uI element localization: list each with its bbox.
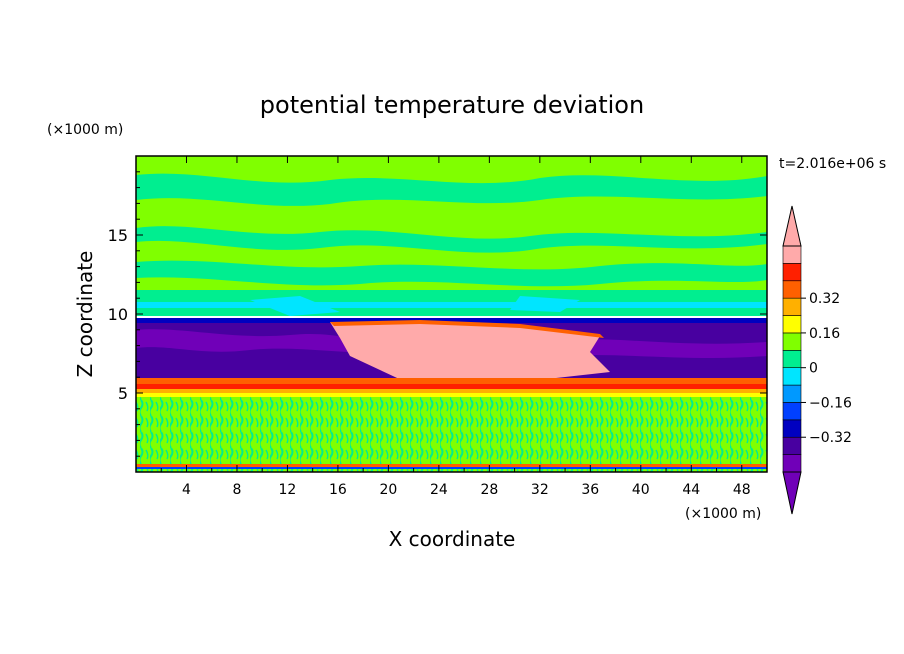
x-tick-label: 36 [581,482,599,498]
y-axis-ticks: 5 10 15 [108,171,767,457]
region-stable-layer [136,378,767,384]
chart-title: potential temperature deviation [260,91,644,119]
colorbar-segment [782,402,802,421]
colorbar-segment [782,436,802,455]
x-tick-label: 16 [329,482,347,498]
colorbar-label: 0 [809,361,818,377]
x-tick-label: 24 [430,482,448,498]
x-axis-ticks: 4 8 12 16 20 24 28 32 36 40 44 48 [160,156,751,498]
x-unit-label: (×1000 m) [685,506,761,522]
colorbar-label: −0.16 [809,395,852,411]
colorbar-lower-extension [782,471,802,515]
x-tick-label: 20 [379,482,397,498]
x-tick-label: 12 [279,482,297,498]
colorbar-segment [782,332,802,351]
y-tick-label: 15 [108,226,128,245]
colorbar-segment [782,454,802,473]
y-tick-label: 5 [118,384,128,403]
y-unit-label: (×1000 m) [47,122,123,138]
colorbar-segment [782,419,802,438]
colorbar-label: 0.16 [809,326,840,342]
colorbar-segment [782,263,802,282]
x-tick-label: 32 [531,482,549,498]
colorbar-label: 0.32 [809,291,840,307]
colorbar-segment [782,297,802,316]
colorbar-segment [782,350,802,368]
x-tick-label: 40 [632,482,650,498]
time-label: t=2.016e+06 s [779,156,886,172]
x-tick-label: 48 [733,482,751,498]
y-tick-label: 10 [108,305,128,324]
heatmap-field [136,156,767,472]
x-tick-label: 44 [682,482,700,498]
colorbar: 0.32 0.16 0 −0.16 −0.32 [782,205,852,515]
x-tick-label: 4 [182,482,191,498]
colorbar-segment [782,367,802,386]
colorbar-upper-extension [782,205,802,247]
upper-layer-streaks [136,173,767,316]
region-lower-layer [136,397,767,472]
y-axis-label: Z coordinate [73,251,97,378]
colorbar-label: −0.32 [809,430,852,446]
colorbar-segment [782,384,802,403]
x-tick-label: 28 [480,482,498,498]
x-axis-label: X coordinate [389,527,516,551]
colorbar-segment [782,315,802,334]
colorbar-segment [782,280,802,299]
x-tick-label: 8 [232,482,241,498]
colorbar-segment [782,245,802,264]
